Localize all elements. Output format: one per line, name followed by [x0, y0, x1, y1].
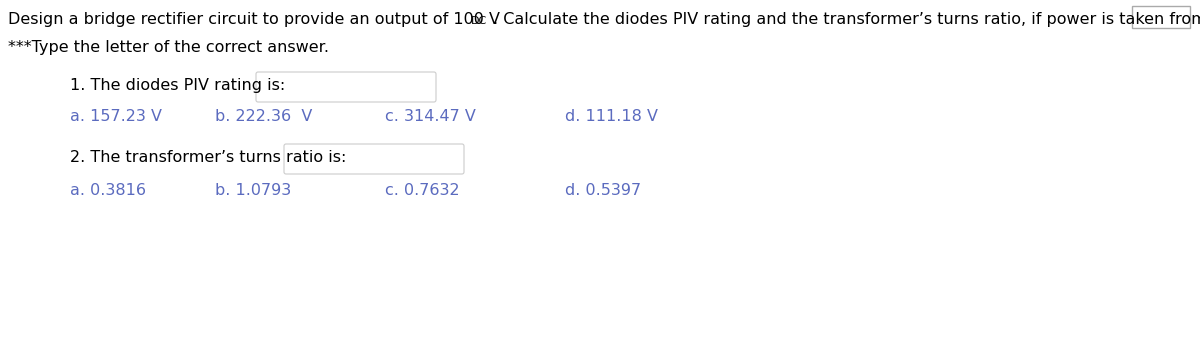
Text: 1. The diodes PIV rating is:: 1. The diodes PIV rating is:: [70, 78, 286, 93]
Text: . Calculate the diodes PIV rating and the transformer’s turns ratio, if power is: . Calculate the diodes PIV rating and th…: [493, 12, 1200, 27]
Text: c. 0.7632: c. 0.7632: [385, 183, 460, 198]
Text: a. 157.23 V: a. 157.23 V: [70, 109, 162, 124]
Text: b. 1.0793: b. 1.0793: [215, 183, 292, 198]
FancyBboxPatch shape: [256, 72, 436, 102]
FancyBboxPatch shape: [1132, 6, 1190, 28]
Text: d. 0.5397: d. 0.5397: [565, 183, 641, 198]
Text: c. 314.47 V: c. 314.47 V: [385, 109, 476, 124]
Text: a. 0.3816: a. 0.3816: [70, 183, 146, 198]
Text: DC: DC: [470, 16, 487, 26]
Text: d. 111.18 V: d. 111.18 V: [565, 109, 658, 124]
Text: ***Type the letter of the correct answer.: ***Type the letter of the correct answer…: [8, 40, 329, 55]
Text: 2. The transformer’s turns ratio is:: 2. The transformer’s turns ratio is:: [70, 150, 347, 165]
FancyBboxPatch shape: [284, 144, 464, 174]
Text: b. 222.36  V: b. 222.36 V: [215, 109, 312, 124]
Text: Design a bridge rectifier circuit to provide an output of 100 V: Design a bridge rectifier circuit to pro…: [8, 12, 500, 27]
